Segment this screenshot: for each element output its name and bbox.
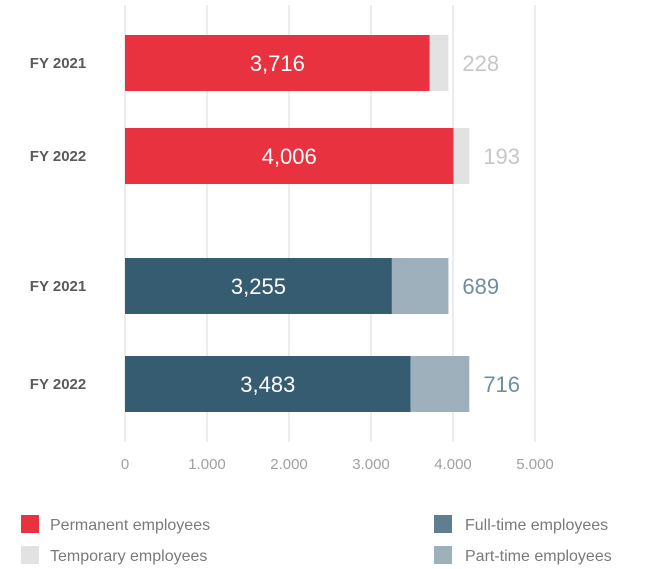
bar-1-0 xyxy=(125,128,454,184)
category-label-2: FY 2021 xyxy=(30,278,86,295)
bar-1-1 xyxy=(453,128,470,184)
x-axis-ticks: 0 1.000 2.000 3.000 4.000 5.000 xyxy=(121,456,554,473)
x-tick-label-3: 3.000 xyxy=(352,456,390,473)
bar-0-0 xyxy=(125,35,430,91)
bar-value-1-1: 193 xyxy=(483,144,520,169)
bar-0-1 xyxy=(429,35,449,91)
bar-value-0-0: 3,716 xyxy=(250,51,305,76)
bar-3-1 xyxy=(410,356,470,412)
legend-label-2: Full-time employees xyxy=(465,517,608,534)
category-label-3: FY 2022 xyxy=(30,376,86,393)
x-tick-label-4: 4.000 xyxy=(434,456,472,473)
bar-value-0-1: 228 xyxy=(462,51,499,76)
x-tick-label-0: 0 xyxy=(121,456,129,473)
category-label-1: FY 2022 xyxy=(30,148,86,165)
legend-label-0: Permanent employees xyxy=(50,517,210,534)
bar-2-1 xyxy=(391,258,449,314)
bar-2-0 xyxy=(125,258,392,314)
bar-value-3-1: 716 xyxy=(483,372,520,397)
bars xyxy=(125,35,470,412)
legend-swatch-2 xyxy=(434,515,452,533)
x-tick-label-2: 2.000 xyxy=(270,456,308,473)
bar-value-2-0: 3,255 xyxy=(231,274,286,299)
x-tick-label-1: 1.000 xyxy=(188,456,226,473)
legend-label-1: Temporary employees xyxy=(50,548,207,565)
bar-value-2-1: 689 xyxy=(462,274,499,299)
category-label-0: FY 2021 xyxy=(30,55,86,72)
legend-swatch-3 xyxy=(434,546,452,564)
legend: Permanent employees Temporary employees Fu… xyxy=(21,515,612,565)
bar-value-1-0: 4,006 xyxy=(262,144,317,169)
labels: FY 2021 3,716 228 FY 2022 4,006 193 FY 2021 3,2… xyxy=(30,51,520,397)
bar-3-0 xyxy=(125,356,411,412)
legend-swatch-1 xyxy=(21,546,39,564)
bar-value-3-0: 3,483 xyxy=(240,372,295,397)
x-tick-label-5: 5.000 xyxy=(516,456,554,473)
legend-swatch-0 xyxy=(21,515,39,533)
legend-label-3: Part-time employees xyxy=(465,548,612,565)
